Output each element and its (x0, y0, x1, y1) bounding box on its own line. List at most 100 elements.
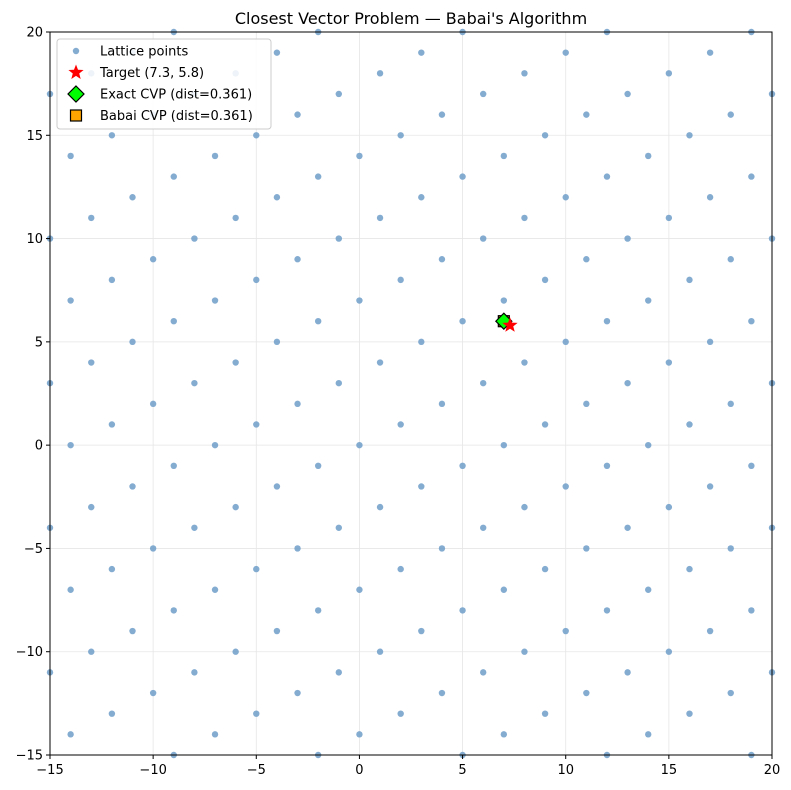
lattice-point (438, 689, 446, 697)
lattice-points (46, 28, 776, 759)
lattice-point (376, 214, 384, 222)
lattice-point (624, 379, 631, 387)
lattice-point (314, 318, 322, 325)
lattice-point (88, 648, 95, 655)
lattice-point (129, 194, 136, 201)
lattice-point (314, 173, 322, 180)
lattice-point (645, 731, 652, 738)
lattice-point (356, 731, 363, 738)
lattice-point (67, 731, 74, 738)
lattice-point (603, 607, 611, 614)
lattice-point (129, 338, 136, 346)
y-tick-label: −10 (16, 645, 43, 660)
lattice-point (397, 710, 404, 717)
lattice-point (108, 276, 116, 284)
lattice-point (211, 731, 219, 738)
lattice-point (88, 503, 95, 511)
lattice-point (170, 173, 177, 180)
lattice-point (108, 710, 116, 717)
legend-box (56, 38, 272, 130)
y-tick-label: 5 (35, 335, 43, 350)
lattice-point (665, 648, 673, 655)
lattice-point (335, 235, 342, 242)
lattice-point (376, 70, 384, 77)
lattice-point (480, 524, 487, 531)
lattice-point (335, 524, 342, 531)
legend-entry: Exact CVP (dist=0.361) (100, 88, 252, 103)
lattice-point (541, 421, 549, 428)
lattice-point (603, 173, 611, 180)
lattice-point (314, 607, 322, 614)
lattice-point (418, 483, 425, 490)
lattice-point (459, 462, 466, 469)
lattice-point (583, 689, 590, 697)
lattice-point (438, 400, 446, 408)
y-tick-label: −15 (16, 749, 43, 764)
lattice-point (500, 297, 508, 304)
lattice-point (253, 565, 260, 573)
axes: −15 −10 −5 0 5 10 15 20 −15 −10 −5 0 5 10 15 20 (16, 26, 781, 779)
lattice-point (376, 648, 384, 655)
lattice-point (603, 318, 611, 325)
lattice-point (356, 297, 363, 304)
lattice-point (129, 483, 136, 490)
lattice-point (170, 462, 177, 469)
lattice-point (603, 462, 611, 469)
lattice-point (583, 545, 590, 552)
exact-cvp-point (494, 312, 513, 331)
lattice-point (521, 70, 528, 77)
lattice-point (727, 689, 734, 697)
lattice-point (67, 297, 74, 304)
grid (49, 31, 773, 756)
y-tick-label: −5 (24, 542, 43, 557)
x-tick-label: 15 (661, 763, 678, 778)
lattice-point (521, 648, 528, 655)
lattice-point (583, 111, 590, 118)
y-tick-label: 20 (26, 26, 43, 41)
lattice-point (500, 152, 508, 160)
lattice-point (727, 256, 734, 263)
lattice-point (211, 152, 219, 160)
lattice-point (67, 152, 74, 160)
lattice-point (397, 276, 404, 284)
lattice-point (149, 400, 157, 408)
lattice-point (686, 565, 693, 573)
target-point (502, 317, 518, 332)
lattice-point (665, 70, 673, 77)
legend-entry: Babai CVP (dist=0.361) (100, 109, 253, 124)
lattice-point (397, 421, 404, 428)
lattice-point (500, 441, 508, 449)
lattice-point (397, 132, 404, 139)
lattice-point (335, 90, 342, 98)
lattice-point (500, 586, 508, 593)
lattice-point (727, 111, 734, 118)
lattice-point (727, 545, 734, 552)
y-tick-label: 0 (35, 439, 43, 454)
lattice-point (521, 214, 528, 222)
lattice-point (500, 731, 508, 738)
lattice-point (521, 359, 528, 366)
lattice-point (541, 132, 549, 139)
lattice-point (397, 565, 404, 573)
y-tick-label: 10 (26, 232, 43, 247)
lattice-point (541, 710, 549, 717)
lattice-point (149, 256, 157, 263)
lattice-point (645, 297, 652, 304)
lattice-point (129, 627, 136, 635)
legend-marker (69, 109, 83, 122)
lattice-point (480, 669, 487, 676)
lattice-point (665, 503, 673, 511)
lattice-point (480, 235, 487, 242)
lattice-point (232, 503, 239, 511)
y-tick-label: 15 (26, 129, 43, 144)
plot-frame (49, 31, 773, 756)
x-tick-label: −10 (139, 763, 166, 778)
lattice-point (706, 483, 714, 490)
lattice-point (294, 111, 301, 118)
lattice-point (583, 256, 590, 263)
lattice-point (232, 214, 239, 222)
lattice-point (418, 194, 425, 201)
lattice-point (459, 607, 466, 614)
lattice-point (294, 256, 301, 263)
lattice-point (624, 235, 631, 242)
